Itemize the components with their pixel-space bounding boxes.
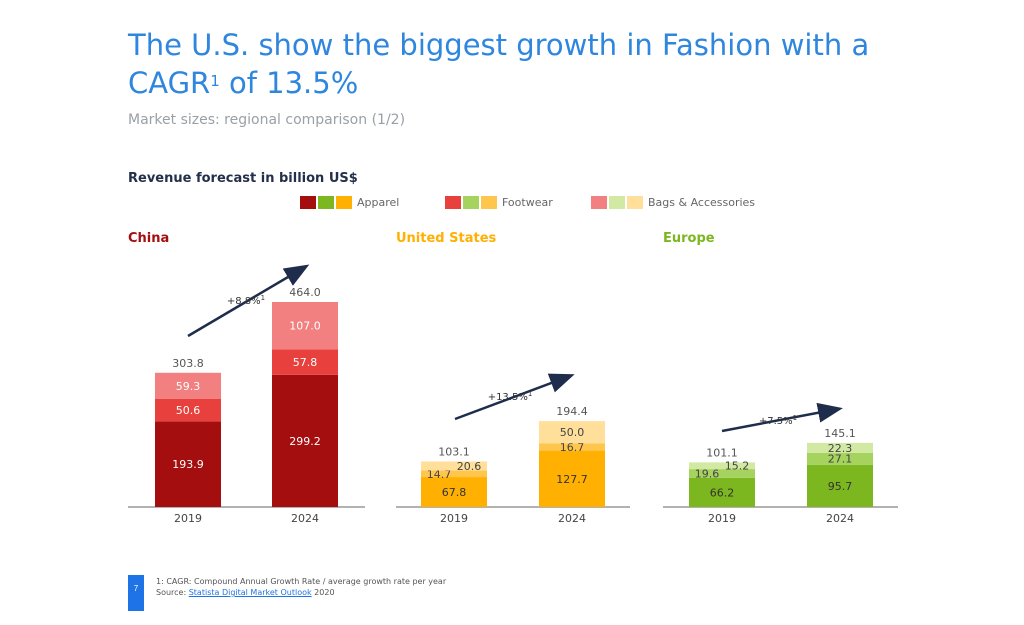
bar-segment — [807, 452, 873, 465]
bar-segment — [155, 421, 221, 507]
data-label: 193.9 — [172, 458, 204, 471]
legend-swatch-us — [481, 196, 497, 209]
data-label: 67.8 — [442, 486, 467, 499]
year-label: 2019 — [708, 512, 736, 525]
bar-segment — [421, 470, 487, 478]
data-label: 14.7 — [427, 468, 452, 481]
growth-arrow — [187, 264, 310, 338]
data-label: 95.7 — [828, 480, 853, 493]
data-label: 107.0 — [289, 320, 321, 333]
bar-segment — [272, 302, 338, 350]
legend-swatch-europe — [463, 196, 479, 209]
bar-segment — [155, 372, 221, 399]
legend-swatch-us — [627, 196, 643, 209]
legend-swatch-us — [336, 196, 352, 209]
bar-segment — [539, 450, 605, 507]
legend-swatch-europe — [609, 196, 625, 209]
footnote-cagr: 1: CAGR: Compound Annual Growth Rate / a… — [156, 577, 447, 586]
bar-segment — [689, 477, 755, 507]
bar-segment — [807, 464, 873, 507]
total-label: 101.1 — [706, 446, 738, 459]
page-subtitle: Market sizes: regional comparison (1/2) — [128, 112, 406, 128]
region-title-us: United States — [396, 231, 497, 246]
cagr-label: +13.5%1 — [488, 390, 533, 403]
data-label: 57.8 — [293, 356, 318, 369]
footnote-source: Source: Statista Digital Market Outlook … — [156, 588, 335, 597]
footnote: 1: CAGR: Compound Annual Growth Rate / a… — [156, 576, 446, 598]
cagr-label: +7.5%1 — [759, 414, 797, 427]
data-label: 299.2 — [289, 435, 321, 448]
legend-swatch-europe — [318, 196, 334, 209]
data-label: 66.2 — [710, 486, 735, 499]
legend-swatch-china — [300, 196, 316, 209]
bar-segment — [272, 374, 338, 507]
data-label: 20.6 — [457, 460, 482, 473]
data-label: 127.7 — [556, 473, 588, 486]
data-label: 22.3 — [828, 442, 853, 455]
total-label: 103.1 — [438, 445, 470, 458]
total-label: 464.0 — [289, 286, 321, 299]
legend-footwear: Footwear — [445, 196, 553, 209]
bar-segment — [421, 477, 487, 507]
bar-segment — [807, 442, 873, 453]
total-label: 194.4 — [556, 405, 588, 418]
legend-label: Bags & Accessories — [648, 196, 756, 209]
growth-arrow — [454, 373, 575, 421]
page-number: 7 — [128, 575, 144, 611]
year-label: 2019 — [440, 512, 468, 525]
data-label: 50.0 — [560, 426, 585, 439]
legend-label: Apparel — [357, 196, 400, 209]
growth-arrow — [721, 402, 843, 433]
year-label: 2024 — [826, 512, 854, 525]
year-label: 2019 — [174, 512, 202, 525]
year-label: 2024 — [558, 512, 586, 525]
source-link[interactable]: Statista Digital Market Outlook — [188, 588, 312, 597]
total-label: 303.8 — [172, 357, 204, 370]
total-label: 145.1 — [824, 427, 856, 440]
data-label: 15.2 — [725, 460, 750, 473]
bar-segment — [539, 421, 605, 444]
legend-swatch-china — [445, 196, 461, 209]
data-label: 19.6 — [695, 467, 720, 480]
revenue-label: Revenue forecast in billion US$ — [128, 171, 358, 186]
cagr-label: +8.8%1 — [227, 294, 265, 307]
bar-segment — [689, 462, 755, 470]
data-label: 27.1 — [828, 453, 853, 466]
legend-apparel: Apparel — [300, 196, 399, 209]
bar-segment — [689, 469, 755, 478]
legend-label: Footwear — [502, 196, 553, 209]
region-title-europe: Europe — [663, 231, 715, 246]
region-title-china: China — [128, 231, 170, 246]
data-label: 16.7 — [560, 441, 585, 454]
bar-segment — [155, 398, 221, 422]
legend-bags: Bags & Accessories — [591, 196, 755, 209]
legend-swatch-china — [591, 196, 607, 209]
page-title: The U.S. show the biggest growth in Fash… — [128, 28, 870, 100]
bar-segment — [539, 443, 605, 451]
data-label: 59.3 — [176, 380, 201, 393]
data-label: 50.6 — [176, 404, 201, 417]
bar-segment — [272, 349, 338, 375]
bar-segment — [421, 461, 487, 471]
year-label: 2024 — [291, 512, 319, 525]
